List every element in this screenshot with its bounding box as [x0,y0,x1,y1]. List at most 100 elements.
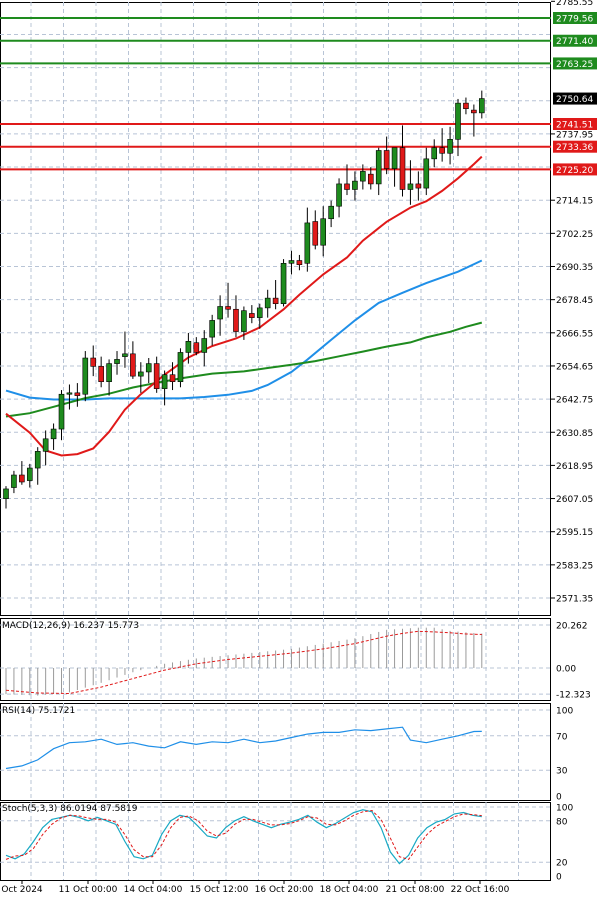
y-tick-label: 2630.85 [556,429,593,439]
candle-body [249,313,255,318]
candle-body [288,260,295,264]
stoch-label: Stoch(5,3,3) 86.0194 87.5819 [2,804,138,814]
y-tick-label: 2642.75 [556,396,593,406]
candle-body [42,438,49,452]
macd-signal-line [5,630,482,695]
candle-body [82,357,89,395]
rsi-tick-label: 30 [556,767,568,777]
panel-border [0,618,551,701]
x-tick-label: 15 Oct 12:00 [190,885,249,895]
x-tick-label: 11 Oct 00:00 [59,885,118,895]
candle-body [272,297,279,304]
x-tick-label: 21 Oct 08:00 [386,885,445,895]
candle-body [98,366,104,382]
rsi-panel [5,726,482,770]
candle-body [375,150,382,185]
rsi-tick-label: 0 [556,793,562,803]
candle-body [391,147,398,169]
panel-border [0,802,551,881]
macd-panel [5,627,483,696]
y-tick-label: 2785.55 [556,0,593,8]
y-tick-label: 2618.95 [556,462,593,472]
support-resistance-lines [0,17,551,171]
candle-body [241,310,247,332]
macd-tick-label: -12.323 [556,691,591,701]
level-badge [553,57,597,70]
candle-body [455,102,461,140]
rsi-tick-label: 100 [556,707,573,717]
macd-tick-label: 0.00 [556,665,576,675]
candle-body [431,147,438,160]
candle-body [407,183,414,190]
candle-body [367,173,374,185]
candle-body [320,218,327,246]
candle-body [177,352,184,382]
candle-body [26,467,33,481]
candle-body [463,102,469,110]
candle-body [312,221,319,246]
moving-averages [5,155,483,457]
rsi-tick-label: 70 [556,732,568,742]
current-price-label: 2750.64 [556,95,593,105]
price-axes: 2785.55 2737.95 2714.15 2702.25 2690.35 2678.… [551,0,597,883]
candle-body [328,205,334,220]
candle-body [185,341,192,353]
macd-tick-label: 20.262 [556,622,588,632]
level-badge-label: 2771.40 [556,37,593,47]
stoch-tick-label: 20 [556,859,568,869]
x-tick-label: 16 Oct 20:00 [255,885,314,895]
candle-body [447,139,453,154]
level-badge [553,12,597,24]
candle-body [423,158,430,189]
y-tick-label: 2702.25 [556,230,593,240]
chart-frame [0,2,551,881]
x-tick-label: 14 Oct 04:00 [124,885,183,895]
y-tick-label: 2654.65 [556,362,593,372]
candle-body [264,297,271,309]
candle-body [439,147,445,154]
candle-body [225,306,231,310]
candle-body [304,222,311,264]
candle-body [58,393,65,430]
level-badge-label: 2763.25 [556,60,593,70]
y-tick-label: 2583.25 [556,561,593,571]
stoch-panel [5,809,482,865]
level-badge-label: 2779.56 [556,15,593,25]
level-badge-label: 2725.20 [556,166,593,176]
moving-average-ma_green [5,321,483,418]
rsi-label: RSI(14) 75.1721 [2,706,76,716]
candle-body [130,353,136,377]
candle-body [74,392,81,396]
candle-body [66,392,73,395]
stoch-d-line [5,809,482,860]
candle-body [50,428,57,440]
y-tick-label: 2690.35 [556,263,593,273]
candle-body [352,180,358,190]
candle-body [90,357,97,367]
time-axis: Oct 2024 11 Oct 00:00 14 Oct 04:00 15 Oct 1… [1,880,510,895]
level-badge-label: 2741.51 [556,120,593,130]
candle-body [233,308,239,332]
candle-body [280,263,287,304]
y-tick-label: 2571.35 [556,595,593,605]
stoch-k-line [5,809,482,865]
level-badge-label: 2733.36 [556,143,593,153]
candle-body [161,374,168,389]
candle-body [19,474,25,483]
candle-body [344,183,350,190]
candle-body [169,374,176,382]
moving-average-ma_blue [5,259,483,401]
x-tick-label: 22 Oct 16:00 [451,885,510,895]
panel-border [0,703,551,801]
candle-body [122,353,128,357]
x-tick-label: Oct 2024 [1,885,43,895]
candle-body [256,307,263,318]
y-tick-label: 2595.15 [556,528,593,538]
candle-body [383,150,390,169]
y-tick-label: 2678.45 [556,296,593,306]
level-badge [553,140,597,153]
candle-body [360,171,366,182]
candle-body [217,306,223,320]
candle-body [296,260,303,265]
